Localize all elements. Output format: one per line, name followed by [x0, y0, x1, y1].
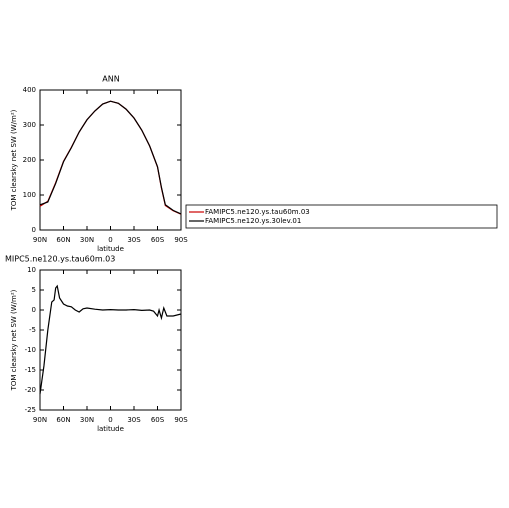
- x-tick-label: 60S: [151, 416, 165, 424]
- y-tick-label: 100: [23, 191, 36, 199]
- y-tick-label: 0: [32, 226, 36, 234]
- x-tick-label: 30S: [127, 236, 141, 244]
- plot-frame: [39, 269, 182, 411]
- x-tick-label: 0: [108, 416, 112, 424]
- series-line: [39, 100, 182, 215]
- x-tick-label: 30S: [127, 416, 141, 424]
- y-tick-label: 5: [32, 286, 36, 294]
- x-tick-label: 60N: [56, 236, 70, 244]
- y-tick-label: 300: [23, 121, 36, 129]
- y-tick-label: -15: [25, 366, 36, 374]
- x-axis-label: latitude: [97, 425, 124, 433]
- y-axis-label: TOM clearsky net SW (W/m²): [10, 289, 18, 391]
- chart-title: MIPC5.ne120.ys.tau60m.03: [5, 255, 115, 264]
- y-tick-label: 200: [23, 156, 36, 164]
- y-axis-label: TOM clearsky net SW (W/m²): [10, 109, 18, 211]
- legend-box: [185, 204, 498, 229]
- series-line: [39, 284, 182, 395]
- y-tick-label: -5: [29, 326, 36, 334]
- legend-label: FAMIPC5.ne120.ys.tau60m.03: [205, 208, 310, 216]
- x-tick-label: 30N: [80, 236, 94, 244]
- x-tick-label: 0: [108, 236, 112, 244]
- x-tick-label: 90N: [33, 416, 47, 424]
- x-tick-label: 60N: [56, 416, 70, 424]
- x-tick-label: 90S: [174, 236, 188, 244]
- x-axis-label: latitude: [97, 245, 124, 253]
- plot-frame: [39, 89, 182, 231]
- y-tick-label: 0: [32, 306, 36, 314]
- x-tick-label: 90S: [174, 416, 188, 424]
- y-tick-label: -10: [25, 346, 36, 354]
- y-tick-label: -20: [25, 386, 36, 394]
- legend-label: FAMIPC5.ne120.ys.30lev.01: [205, 217, 301, 225]
- chart-title: ANN: [102, 75, 119, 84]
- x-tick-label: 30N: [80, 416, 94, 424]
- series-line: [39, 100, 182, 215]
- x-tick-label: 60S: [151, 236, 165, 244]
- y-tick-label: -25: [25, 406, 36, 414]
- y-tick-label: 400: [23, 86, 36, 94]
- x-tick-label: 90N: [33, 236, 47, 244]
- y-tick-label: 10: [27, 266, 36, 274]
